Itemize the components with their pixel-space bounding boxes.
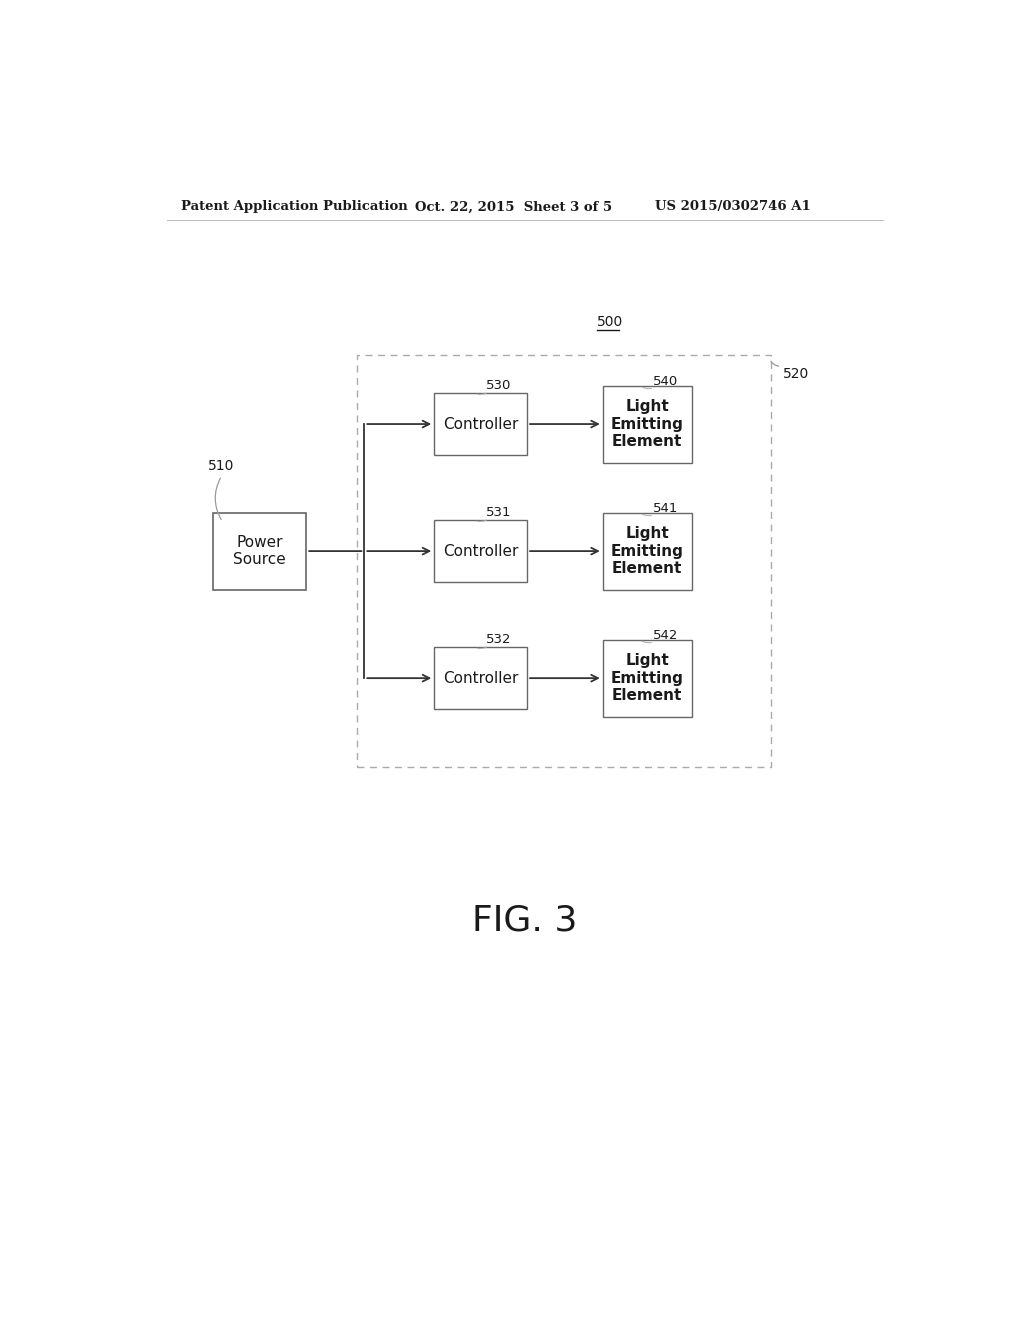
Bar	[213, 512, 306, 590]
Text: 520: 520	[783, 367, 809, 381]
Text: 530: 530	[486, 379, 511, 392]
Text: 510: 510	[208, 459, 234, 474]
Text: Light
Emitting
Element: Light Emitting Element	[610, 653, 684, 704]
Bar	[434, 520, 527, 582]
Text: 531: 531	[486, 506, 512, 519]
Text: Controller: Controller	[443, 544, 518, 558]
Bar	[603, 640, 692, 717]
Text: Light
Emitting
Element: Light Emitting Element	[610, 399, 684, 449]
Text: Power
Source: Power Source	[233, 535, 286, 568]
Bar	[356, 355, 771, 767]
Text: 541: 541	[652, 502, 678, 515]
Text: Controller: Controller	[443, 671, 518, 685]
Bar	[434, 647, 527, 709]
Bar	[603, 385, 692, 462]
Text: Patent Application Publication: Patent Application Publication	[180, 201, 408, 214]
Text: Oct. 22, 2015  Sheet 3 of 5: Oct. 22, 2015 Sheet 3 of 5	[415, 201, 612, 214]
Text: 532: 532	[486, 634, 512, 647]
Text: 500: 500	[597, 315, 624, 330]
Bar	[434, 393, 527, 455]
Text: 542: 542	[652, 630, 678, 643]
Text: Controller: Controller	[443, 417, 518, 432]
Bar	[603, 512, 692, 590]
Text: 540: 540	[652, 375, 678, 388]
Text: Light
Emitting
Element: Light Emitting Element	[610, 527, 684, 576]
Text: US 2015/0302746 A1: US 2015/0302746 A1	[655, 201, 811, 214]
Text: FIG. 3: FIG. 3	[472, 904, 578, 937]
